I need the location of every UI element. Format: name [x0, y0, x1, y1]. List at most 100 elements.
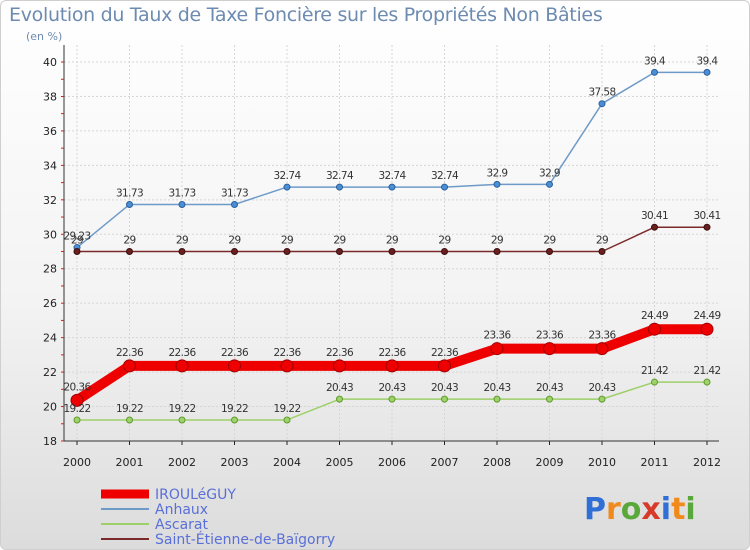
data-label: 29: [71, 235, 83, 247]
y-tick-label: 38: [43, 90, 57, 103]
data-point: [700, 322, 714, 336]
legend-label: IROULéGUY: [155, 487, 236, 503]
data-point: [231, 248, 238, 255]
data-label: 22.36: [378, 347, 406, 359]
data-point: [178, 200, 186, 208]
data-point: [438, 359, 451, 373]
data-label: 29: [386, 235, 398, 247]
legend-item: Saint-Étienne-de-Baïgorry: [101, 531, 335, 548]
data-point: [178, 248, 186, 255]
x-tick-label: 2000: [63, 456, 91, 469]
x-tick-label: 2003: [221, 456, 249, 469]
x-tick-label: 2009: [536, 456, 564, 469]
logo-letter: i: [685, 492, 695, 527]
data-point: [70, 393, 84, 407]
data-point: [336, 248, 343, 255]
data-label: 29: [438, 235, 450, 247]
chart-title: Evolution du Taux de Taxe Foncière sur l…: [9, 4, 603, 26]
logo-text: Proxiti: [584, 492, 696, 527]
data-point: [385, 359, 399, 373]
x-tick-label: 2001: [116, 456, 144, 469]
data-point: [703, 68, 711, 76]
series-0: [70, 322, 714, 407]
data-label: 29: [281, 235, 293, 247]
data-label: 20.43: [588, 382, 615, 394]
data-label: 29.23: [63, 231, 90, 243]
y-tick-label: 24: [43, 332, 57, 345]
data-point: [595, 342, 609, 356]
logo-letter: P: [584, 492, 606, 527]
logo-letter: x: [641, 492, 660, 527]
data-point: [283, 183, 291, 191]
grid-lines: [64, 45, 719, 442]
data-label: 32.9: [539, 167, 560, 179]
series-3: [73, 223, 711, 255]
data-labels: 29.23 31.73 31.73 31.73 32.74 32.74 32.74 32.74…: [63, 55, 721, 415]
data-label: 39.4: [697, 55, 719, 67]
data-label: 20.43: [378, 382, 405, 394]
data-point: [493, 395, 501, 403]
logo-letter: r: [606, 492, 621, 527]
data-label: 19.22: [168, 403, 195, 415]
x-tick-label: 2008: [483, 456, 511, 469]
x-tick-label: 2010: [588, 456, 616, 469]
data-label: 31.73: [116, 187, 143, 199]
data-label: 29: [596, 235, 608, 247]
chart-unit: (en %): [26, 30, 63, 43]
y-tick-label: 40: [43, 56, 57, 69]
y-tick-label: 32: [43, 194, 57, 207]
data-point: [175, 359, 189, 373]
x-tick-label: 2011: [641, 456, 669, 469]
data-label: 20.43: [431, 382, 458, 394]
data-label: 22.36: [116, 347, 144, 359]
data-point: [703, 223, 711, 231]
data-point: [280, 359, 294, 373]
data-point: [126, 200, 133, 208]
data-label: 29: [176, 235, 188, 247]
data-label: 29: [543, 235, 555, 247]
data-label: 22.36: [431, 347, 459, 359]
data-label: 32.74: [378, 170, 406, 182]
legend-label: Ascarat: [155, 517, 208, 533]
data-label: 32.74: [326, 170, 354, 182]
data-point: [493, 248, 501, 255]
data-point: [651, 68, 658, 76]
data-label: 29: [333, 235, 345, 247]
data-point: [546, 395, 553, 403]
legend-item: IROULéGUY: [101, 487, 236, 503]
data-point: [441, 183, 448, 191]
data-label: 21.42: [693, 365, 720, 377]
data-label: 20.43: [536, 382, 563, 394]
data-point: [598, 248, 606, 255]
data-point: [73, 248, 81, 255]
data-point: [336, 395, 343, 403]
y-tick-label: 18: [43, 435, 57, 448]
data-label: 20.43: [483, 382, 510, 394]
data-label: 23.36: [483, 330, 511, 342]
data-label: 29: [123, 235, 135, 247]
data-point: [73, 416, 81, 424]
data-point: [283, 416, 291, 424]
data-label: 23.36: [588, 330, 616, 342]
legend-item: Anhaux: [101, 502, 208, 518]
logo-letter: i: [661, 492, 671, 527]
y-tick-label: 20: [43, 401, 57, 414]
data-label: 32.74: [431, 170, 459, 182]
data-point: [441, 248, 448, 255]
data-label: 19.22: [116, 403, 143, 415]
data-label: 19.22: [221, 403, 248, 415]
y-tick-label: 34: [43, 159, 57, 172]
y-tick-label: 36: [43, 125, 57, 138]
data-point: [388, 248, 396, 255]
x-tick-label: 2004: [273, 456, 301, 469]
data-label: 39.4: [644, 55, 666, 67]
data-label: 30.41: [641, 210, 668, 222]
data-point: [388, 395, 396, 403]
legend-item: Ascarat: [101, 517, 208, 533]
logo-letter: o: [621, 492, 642, 527]
x-tick-label: 2012: [693, 456, 721, 469]
data-point: [490, 342, 504, 356]
data-label: 32.74: [273, 170, 301, 182]
